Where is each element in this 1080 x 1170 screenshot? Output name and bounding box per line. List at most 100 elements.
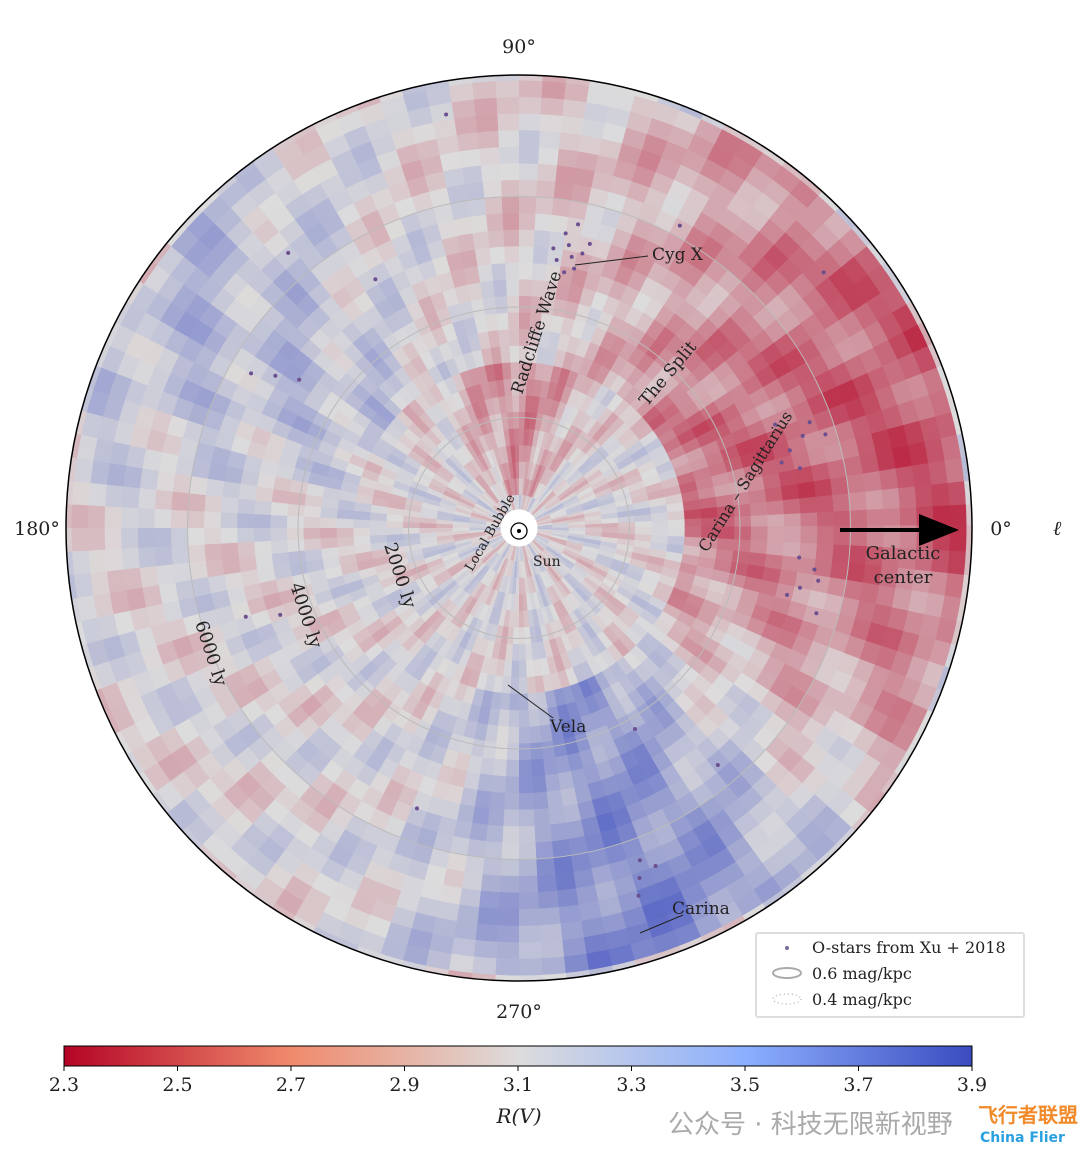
heatmap-cell: [530, 539, 545, 552]
heatmap-cell: [515, 577, 520, 595]
heatmap-cell: [441, 800, 463, 821]
heatmap-cell: [540, 939, 568, 959]
heatmap-cell: [517, 544, 520, 562]
heatmap-cell: [531, 505, 546, 518]
heatmap-cell: [397, 433, 416, 451]
heatmap-cell: [442, 555, 461, 567]
heatmap-cell: [799, 540, 818, 560]
heatmap-cell: [516, 195, 537, 214]
heatmap-cell: [683, 535, 702, 548]
heatmap-cell: [467, 559, 483, 574]
heatmap-cell: [419, 517, 437, 525]
heatmap-cell: [699, 634, 722, 655]
heatmap-cell: [476, 146, 500, 166]
heatmap-cell: [476, 453, 489, 471]
heatmap-cell: [109, 590, 131, 618]
heatmap-cell: [441, 580, 458, 596]
heatmap-cell: [532, 591, 542, 610]
heatmap-cell: [918, 413, 942, 442]
heatmap-cell: [489, 791, 507, 811]
heatmap-cell: [534, 514, 551, 523]
heatmap-cell: [434, 420, 451, 439]
heatmap-cell: [337, 636, 359, 657]
heatmap-cell: [470, 973, 499, 981]
heatmap-cell: [600, 369, 619, 389]
heatmap-cell: [121, 547, 141, 573]
heatmap-cell: [553, 480, 569, 495]
heatmap-cell: [385, 453, 405, 469]
heatmap-cell: [554, 457, 569, 475]
heatmap-cell: [460, 595, 475, 613]
heatmap-cell: [557, 460, 572, 477]
heatmap-cell: [692, 390, 715, 411]
heatmap-cell: [161, 600, 184, 625]
heatmap-cell: [498, 481, 508, 498]
heatmap-cell: [640, 574, 660, 589]
heatmap-cell: [382, 398, 402, 418]
heatmap-cell: [428, 690, 446, 711]
heatmap-cell: [436, 534, 454, 542]
heatmap-cell: [848, 489, 868, 511]
heatmap-cell: [711, 568, 731, 584]
heatmap-cell: [549, 509, 567, 518]
heatmap-cell: [667, 518, 686, 528]
heatmap-cell: [499, 892, 522, 910]
heatmap-cell: [512, 411, 519, 429]
heatmap-cell: [340, 428, 362, 447]
heatmap-cell: [86, 639, 111, 670]
heatmap-cell: [807, 588, 828, 610]
heatmap-cell: [504, 461, 512, 480]
heatmap-cell: [579, 642, 595, 662]
heatmap-cell: [512, 544, 517, 562]
heatmap-cell: [639, 608, 660, 626]
heatmap-cell: [600, 648, 618, 668]
heatmap-cell: [494, 974, 523, 981]
heatmap-cell: [424, 429, 442, 447]
heatmap-cell: [574, 453, 590, 470]
heatmap-cell: [647, 649, 669, 670]
heatmap-cell: [829, 473, 850, 496]
heatmap-cell: [395, 385, 415, 406]
heatmap-cell: [568, 569, 585, 584]
heatmap-cell: [383, 638, 403, 659]
heatmap-cell: [577, 456, 594, 473]
heatmap-cell: [651, 527, 669, 536]
heatmap-cell: [635, 681, 657, 703]
heatmap-cell: [418, 522, 437, 529]
heatmap-cell: [351, 445, 372, 462]
heatmap-cell: [521, 461, 526, 479]
heatmap-cell: [469, 531, 487, 537]
heatmap-cell: [778, 567, 799, 587]
heatmap-cell: [862, 468, 883, 492]
heatmap-cell: [715, 547, 734, 562]
heatmap-cell: [524, 543, 532, 561]
heatmap-cell: [556, 265, 575, 285]
heatmap-cell: [429, 565, 448, 579]
heatmap-cell: [543, 347, 557, 366]
heatmap-cell: [390, 906, 419, 930]
heatmap-cell: [871, 601, 893, 627]
heatmap-cell: [472, 113, 499, 133]
heatmap-cell: [619, 195, 644, 219]
heatmap-cell: [172, 562, 192, 585]
heatmap-cell: [303, 644, 326, 666]
heatmap-cell: [478, 603, 490, 622]
heatmap-cell: [665, 409, 687, 429]
heatmap-cell: [507, 726, 521, 745]
heatmap-cell: [253, 541, 272, 558]
legend-label-0-4: 0.4 mag/kpc: [812, 990, 912, 1009]
heatmap-cell: [451, 115, 478, 136]
heatmap-cell: [372, 297, 395, 321]
heatmap-cell: [476, 498, 493, 511]
heatmap-cell: [497, 500, 510, 516]
heatmap-cell: [76, 595, 99, 625]
heatmap-cell: [621, 905, 650, 929]
heatmap-cell: [520, 494, 525, 512]
heatmap-cell: [549, 416, 561, 436]
heatmap-cell: [496, 446, 506, 465]
heatmap-cell: [617, 532, 636, 541]
heatmap-cell: [352, 535, 371, 547]
heatmap-cell: [474, 564, 488, 581]
heatmap-cell: [626, 599, 646, 616]
heatmap-cell: [696, 607, 717, 627]
